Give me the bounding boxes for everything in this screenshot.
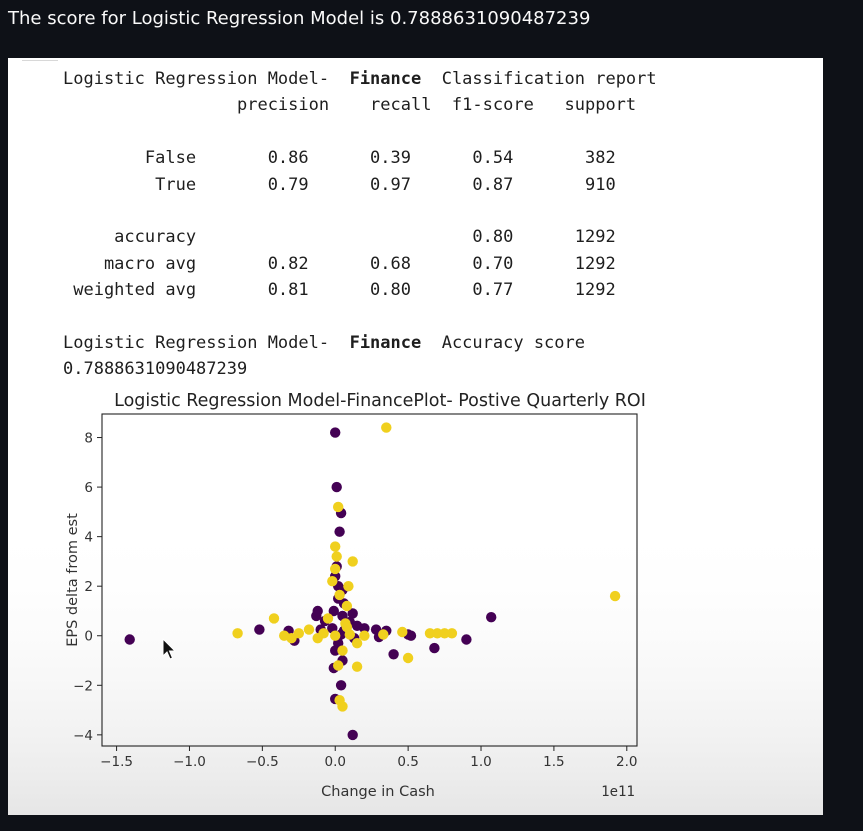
data-point-true <box>330 563 341 575</box>
y-tick-label: 2 <box>84 579 93 595</box>
report-row-macro-avg: macro avg 0.82 0.68 0.70 1292 <box>63 253 616 274</box>
accuracy-title-line: Logistic Regression Model- Finance Accur… <box>63 330 657 356</box>
data-point-false <box>254 624 265 635</box>
data-point-true <box>381 422 392 433</box>
y-tick-label: 4 <box>84 530 93 546</box>
x-tick-label: −0.5 <box>246 754 279 770</box>
report-title-prefix: Logistic Regression Model- <box>63 69 350 89</box>
data-point-false <box>388 649 399 660</box>
chart-background-fade <box>8 518 823 815</box>
data-point-true <box>286 633 297 644</box>
x-tick-label: −1.5 <box>100 754 133 770</box>
data-point-true <box>330 541 341 552</box>
data-point-true <box>378 629 389 640</box>
accuracy-value: 0.7888631090487239 <box>63 359 248 380</box>
data-point-true <box>327 576 338 587</box>
data-point-true <box>347 556 358 567</box>
plot-frame <box>101 413 638 747</box>
data-point-false <box>429 642 440 654</box>
report-title-suffix: Classification report <box>421 69 657 89</box>
report-row-true: True 0.79 0.97 0.87 910 <box>63 174 616 195</box>
x-tick-label: 0.0 <box>325 754 346 770</box>
y-axis: −4 −2 0 2 4 6 8 <box>73 431 102 744</box>
data-point-true <box>397 626 408 638</box>
x-tick-label: −1.0 <box>173 754 206 770</box>
data-point-false <box>312 605 323 617</box>
report-row-false: False 0.86 0.39 0.54 382 <box>63 148 616 169</box>
accuracy-title-prefix: Logistic Regression Model- <box>63 332 350 353</box>
data-point-true <box>312 633 323 644</box>
panel-divider <box>22 60 58 61</box>
y-tick-label: 6 <box>84 480 93 496</box>
accuracy-title-suffix: Accuracy score <box>421 332 585 353</box>
chart-title: Logistic Regression Model-FinancePlot- P… <box>114 391 646 411</box>
scatter-chart: Logistic Regression Model-FinancePlot- P… <box>8 391 823 815</box>
y-axis-label: EPS delta from est <box>65 513 81 647</box>
data-point-true <box>333 501 344 513</box>
data-point-true <box>343 581 354 592</box>
chart-points <box>124 422 621 741</box>
report-row-accuracy: accuracy 0.80 1292 <box>63 227 616 248</box>
data-point-true <box>303 624 315 635</box>
x-tick-label: 1.0 <box>470 754 491 770</box>
classification-report: Logistic Regression Model- Finance Class… <box>63 66 657 383</box>
score-text: The score for Logistic Regression Model … <box>8 8 591 29</box>
data-point-true <box>232 628 243 639</box>
data-point-false <box>330 645 341 656</box>
report-header-row: precision recall f1-score support <box>63 95 637 116</box>
y-tick-label: 8 <box>84 431 93 447</box>
data-point-true <box>351 661 363 672</box>
y-tick-label: −4 <box>73 728 93 744</box>
data-point-true <box>333 660 344 671</box>
data-point-true <box>337 701 348 712</box>
data-point-false <box>405 630 417 641</box>
report-title-line: Logistic Regression Model- Finance Class… <box>63 66 657 92</box>
data-point-false <box>330 427 341 438</box>
data-point-true <box>402 652 414 664</box>
accuracy-title-bold: Finance <box>349 332 422 353</box>
report-row-weighted-avg: weighted avg 0.81 0.80 0.77 1292 <box>63 280 616 301</box>
data-point-true <box>330 630 341 641</box>
data-point-false <box>359 623 370 634</box>
data-point-false <box>124 634 135 645</box>
data-point-true <box>424 628 436 639</box>
output-panel: Logistic Regression Model- Finance Class… <box>8 58 823 815</box>
data-point-true <box>268 613 280 624</box>
data-point-true <box>322 613 334 624</box>
mouse-pointer-icon <box>162 638 177 660</box>
data-point-true <box>341 621 353 633</box>
x-offset-label: 1e11 <box>601 784 635 800</box>
data-point-true <box>446 628 458 639</box>
x-axis-label: Change in Cash <box>321 784 435 800</box>
data-point-false <box>486 612 497 623</box>
data-point-true <box>351 638 363 649</box>
data-point-true <box>293 628 304 639</box>
y-tick-label: 0 <box>84 629 93 645</box>
data-point-true <box>432 628 443 639</box>
data-point-true <box>609 590 621 602</box>
data-point-false <box>347 729 358 741</box>
data-point-true <box>359 630 370 641</box>
x-tick-label: 1.5 <box>543 754 564 770</box>
data-point-true <box>341 600 353 612</box>
data-point-false <box>334 526 345 537</box>
y-tick-label: −2 <box>73 678 93 694</box>
x-axis: −1.5 −1.0 −0.5 0.0 0.5 1.0 1.5 2.0 <box>100 746 638 770</box>
x-tick-label: 2.0 <box>616 754 637 770</box>
data-point-false <box>347 608 358 619</box>
data-point-false <box>461 634 472 645</box>
data-point-true <box>337 645 348 656</box>
x-tick-label: 0.5 <box>397 754 418 770</box>
data-point-true <box>331 551 342 562</box>
data-point-true <box>334 589 345 601</box>
report-title-bold: Finance <box>349 69 422 89</box>
data-point-false <box>331 481 342 493</box>
data-point-false <box>335 680 347 691</box>
data-point-false <box>328 605 339 617</box>
data-point-true <box>439 628 450 639</box>
